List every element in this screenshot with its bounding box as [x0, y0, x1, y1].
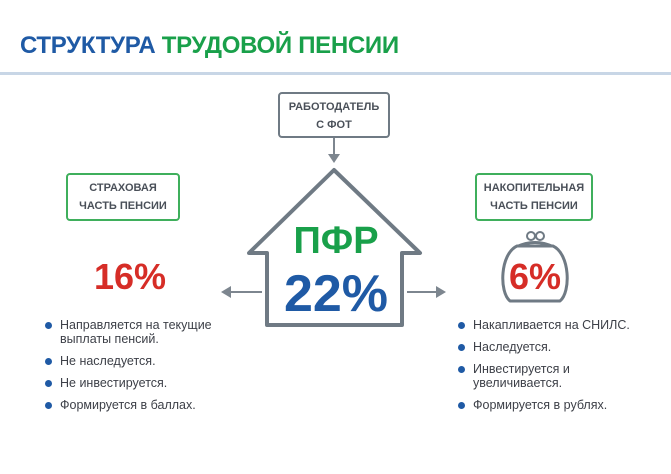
savings-label-line-2: ЧАСТЬ ПЕНСИИ	[490, 200, 578, 212]
list-item: Накапливается на СНИЛС.	[457, 318, 637, 332]
list-item: Инвестируется и увеличивается.	[457, 362, 637, 390]
pfr-rate: 22%	[283, 265, 389, 323]
list-item: Не инвестируется.	[44, 376, 214, 390]
right-arrow-head	[436, 286, 446, 298]
purse-icon	[501, 231, 569, 303]
employer-label-line-2: С ФОТ	[316, 119, 352, 131]
employer-box: РАБОТОДАТЕЛЬ С ФОТ	[278, 92, 390, 138]
savings-bullet-list: Накапливается на СНИЛС. Наследуется. Инв…	[457, 318, 637, 420]
list-item: Наследуется.	[457, 340, 637, 354]
savings-part-box: НАКОПИТЕЛЬНАЯ ЧАСТЬ ПЕНСИИ	[475, 173, 593, 221]
list-item: Не наследуется.	[44, 354, 214, 368]
insurance-label-line-1: СТРАХОВАЯ	[89, 182, 157, 194]
savings-label-line-1: НАКОПИТЕЛЬНАЯ	[483, 182, 585, 194]
list-item: Направляется на текущие выплаты пенсий.	[44, 318, 214, 346]
employer-arrow-head	[328, 154, 340, 163]
house-outline	[247, 168, 422, 327]
pfr-name: ПФР	[293, 220, 379, 262]
savings-percent: 6%	[509, 256, 562, 297]
list-item: Формируется в рублях.	[457, 398, 637, 412]
left-arrow-head	[221, 286, 231, 298]
insurance-bullet-list: Направляется на текущие выплаты пенсий. …	[44, 318, 214, 420]
page-title: СТРУКТУРА ТРУДОВОЙ ПЕНСИИ	[20, 32, 399, 60]
employer-label-line-1: РАБОТОДАТЕЛЬ	[288, 101, 380, 113]
list-item: Формируется в баллах.	[44, 398, 214, 412]
insurance-label-line-2: ЧАСТЬ ПЕНСИИ	[79, 200, 167, 212]
title-part-1: СТРУКТУРА	[20, 32, 156, 59]
insurance-percent: 16%	[94, 256, 167, 297]
title-part-2: ТРУДОВОЙ ПЕНСИИ	[161, 32, 399, 59]
title-divider	[0, 72, 671, 75]
insurance-part-box: СТРАХОВАЯ ЧАСТЬ ПЕНСИИ	[66, 173, 180, 221]
